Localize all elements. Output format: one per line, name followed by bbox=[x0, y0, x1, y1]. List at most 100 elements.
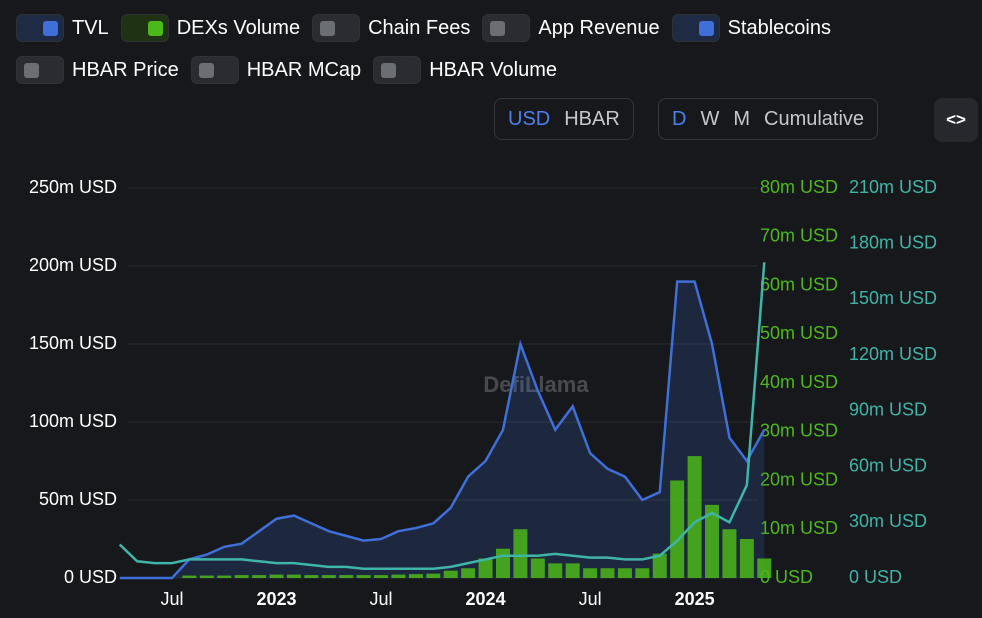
toggle-switch bbox=[190, 56, 239, 84]
toggle-knob bbox=[320, 21, 336, 36]
toggle-switch bbox=[16, 56, 64, 84]
toggle-label: HBAR Price bbox=[72, 58, 179, 81]
y2-tick-label: 10m USD bbox=[760, 518, 838, 538]
toggle-knob bbox=[24, 63, 39, 78]
y3-tick-label: 180m USD bbox=[849, 232, 937, 252]
volume-bar bbox=[252, 575, 267, 578]
y2-tick-label: 0 USD bbox=[760, 567, 813, 587]
y-tick-label: 150m USD bbox=[29, 333, 117, 353]
volume-bar bbox=[583, 568, 598, 578]
volume-bar bbox=[670, 480, 685, 578]
series-toggle[interactable]: DEXs Volume bbox=[120, 12, 301, 44]
x-tick-label: 2025 bbox=[675, 589, 715, 609]
volume-bar bbox=[234, 575, 249, 578]
x-tick-label: Jul bbox=[160, 589, 183, 609]
toggle-knob bbox=[381, 63, 397, 78]
y2-tick-label: 40m USD bbox=[760, 372, 838, 392]
toggle-switch bbox=[16, 14, 64, 42]
volume-bar bbox=[513, 529, 528, 578]
period-option[interactable]: W bbox=[700, 107, 720, 130]
volume-bar bbox=[739, 539, 754, 578]
y3-tick-label: 90m USD bbox=[849, 400, 927, 420]
y-tick-label: 250m USD bbox=[29, 177, 117, 197]
series-toggle[interactable]: HBAR MCap bbox=[190, 54, 361, 86]
toggle-knob bbox=[43, 21, 58, 36]
tvl-area bbox=[119, 281, 765, 578]
toggle-label: Chain Fees bbox=[368, 16, 471, 39]
embed-button[interactable]: <> bbox=[934, 98, 978, 142]
toggle-knob bbox=[147, 21, 163, 36]
toggle-label: App Revenue bbox=[538, 16, 660, 39]
toggle-label: HBAR Volume bbox=[429, 58, 558, 81]
denomination-selector: USD HBAR bbox=[494, 98, 634, 140]
volume-bar bbox=[339, 575, 354, 578]
volume-bar bbox=[565, 563, 580, 578]
y-tick-label: 50m USD bbox=[39, 489, 117, 509]
period-selector: D W M Cumulative bbox=[658, 98, 879, 140]
y2-tick-label: 30m USD bbox=[760, 421, 838, 441]
volume-bar bbox=[478, 558, 493, 578]
series-toggle[interactable]: App Revenue bbox=[482, 12, 660, 44]
toggle-switch bbox=[482, 14, 531, 42]
volume-bar bbox=[548, 563, 563, 578]
volume-bar bbox=[617, 568, 632, 578]
volume-bar bbox=[217, 575, 232, 578]
volume-bar bbox=[199, 575, 214, 578]
volume-bar bbox=[304, 575, 319, 578]
series-toggle[interactable]: TVL bbox=[16, 12, 109, 44]
volume-bar bbox=[600, 568, 615, 578]
volume-bar bbox=[269, 574, 284, 578]
toggle-knob bbox=[490, 21, 506, 36]
x-tick-label: Jul bbox=[579, 589, 602, 609]
y3-tick-label: 0 USD bbox=[849, 567, 902, 587]
y2-tick-label: 20m USD bbox=[760, 469, 838, 489]
y-tick-label: 200m USD bbox=[29, 255, 117, 275]
series-toggle[interactable]: HBAR Volume bbox=[373, 54, 557, 86]
y2-tick-label: 60m USD bbox=[760, 274, 838, 294]
volume-bar bbox=[182, 575, 197, 578]
denomination-option[interactable]: USD bbox=[508, 107, 551, 130]
y3-tick-label: 150m USD bbox=[849, 288, 937, 308]
toggle-label: TVL bbox=[72, 16, 109, 39]
volume-bar bbox=[652, 553, 667, 578]
volume-bar bbox=[321, 575, 336, 578]
period-option[interactable]: D bbox=[672, 107, 687, 130]
period-option[interactable]: M bbox=[733, 107, 751, 130]
y3-tick-label: 120m USD bbox=[849, 344, 937, 364]
volume-bar bbox=[687, 456, 702, 578]
toggle-switch bbox=[671, 14, 720, 42]
y3-tick-label: 30m USD bbox=[849, 511, 927, 531]
y-tick-label: 100m USD bbox=[29, 411, 117, 431]
denomination-option[interactable]: HBAR bbox=[564, 107, 620, 130]
y3-tick-label: 210m USD bbox=[849, 177, 937, 197]
volume-bar bbox=[635, 568, 650, 578]
x-tick-label: Jul bbox=[370, 589, 393, 609]
y2-tick-label: 80m USD bbox=[760, 177, 838, 197]
volume-bar bbox=[705, 504, 720, 578]
series-toggle[interactable]: Stablecoins bbox=[671, 12, 831, 44]
series-toggles: TVL DEXs Volume Chain Fees App Revenue Stabl… bbox=[16, 12, 916, 86]
series-line bbox=[119, 280, 766, 580]
volume-bar bbox=[443, 570, 458, 578]
volume-bar bbox=[426, 573, 441, 578]
toggle-label: DEXs Volume bbox=[176, 16, 301, 39]
volume-bar bbox=[356, 575, 371, 578]
toggle-label: Stablecoins bbox=[727, 16, 831, 39]
toggle-switch bbox=[373, 56, 422, 84]
period-option[interactable]: Cumulative bbox=[764, 107, 865, 130]
y-tick-label: 0 USD bbox=[64, 567, 117, 587]
series-toggle[interactable]: HBAR Price bbox=[16, 54, 179, 86]
toggle-switch bbox=[312, 14, 361, 42]
series-toggle[interactable]: Chain Fees bbox=[312, 12, 470, 44]
volume-bar bbox=[391, 574, 406, 578]
y3-tick-label: 60m USD bbox=[849, 455, 927, 475]
y2-tick-label: 70m USD bbox=[760, 226, 838, 246]
toggle-knob bbox=[198, 63, 214, 78]
toggle-knob bbox=[698, 21, 714, 36]
toggle-switch bbox=[120, 14, 169, 42]
x-tick-label: 2023 bbox=[256, 589, 296, 609]
volume-bar bbox=[374, 575, 389, 578]
y2-tick-label: 50m USD bbox=[760, 323, 838, 343]
